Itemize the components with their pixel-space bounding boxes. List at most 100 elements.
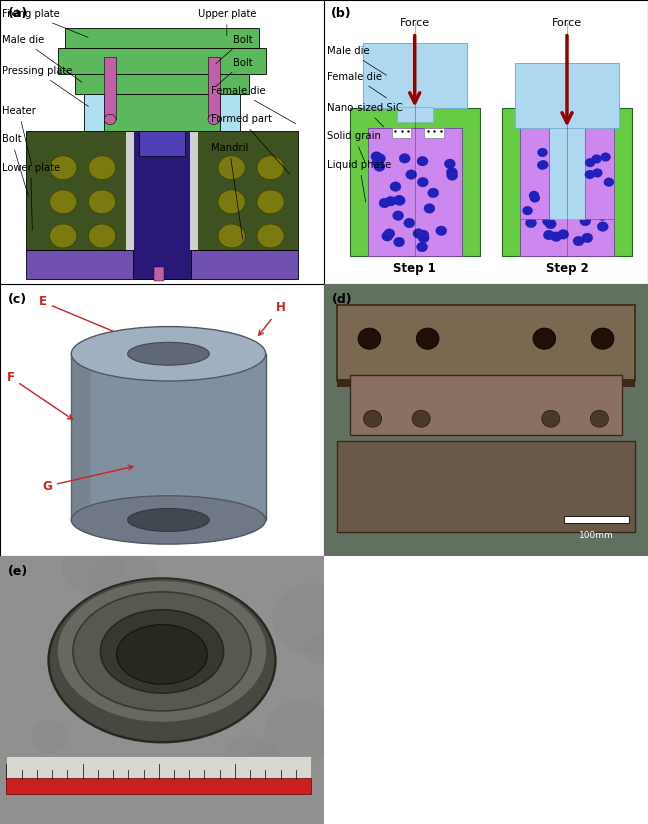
- Text: Female die: Female die: [327, 72, 386, 98]
- Circle shape: [62, 536, 124, 594]
- Bar: [350, 108, 480, 255]
- Polygon shape: [71, 339, 91, 520]
- Circle shape: [374, 162, 385, 171]
- Circle shape: [588, 189, 599, 199]
- Bar: [550, 128, 585, 219]
- Circle shape: [404, 218, 415, 228]
- Text: Heater: Heater: [1, 105, 36, 165]
- Bar: [337, 442, 635, 532]
- Text: Male die: Male die: [1, 35, 82, 82]
- Bar: [194, 131, 298, 250]
- Circle shape: [526, 174, 537, 183]
- Circle shape: [533, 328, 555, 349]
- Circle shape: [399, 153, 410, 163]
- Text: Step 2: Step 2: [546, 262, 588, 275]
- Circle shape: [553, 176, 564, 186]
- Bar: [520, 128, 614, 255]
- Text: Force: Force: [552, 18, 582, 29]
- Text: E: E: [39, 296, 127, 337]
- Ellipse shape: [57, 580, 267, 723]
- Circle shape: [591, 328, 614, 349]
- Circle shape: [601, 152, 611, 162]
- Circle shape: [272, 583, 350, 654]
- Text: Mandril: Mandril: [211, 143, 248, 239]
- Text: Fixing plate: Fixing plate: [1, 9, 88, 37]
- Circle shape: [592, 168, 603, 177]
- Bar: [208, 57, 220, 119]
- Circle shape: [446, 167, 457, 177]
- Circle shape: [208, 115, 220, 124]
- Text: Lower plate: Lower plate: [1, 162, 60, 231]
- Circle shape: [424, 204, 435, 213]
- Circle shape: [393, 195, 404, 205]
- Circle shape: [185, 631, 231, 673]
- Circle shape: [371, 152, 382, 162]
- Circle shape: [406, 170, 417, 180]
- Circle shape: [532, 205, 543, 215]
- Circle shape: [446, 171, 457, 180]
- Circle shape: [88, 156, 115, 180]
- Circle shape: [257, 190, 284, 213]
- Circle shape: [257, 224, 284, 248]
- Bar: [154, 267, 163, 282]
- Ellipse shape: [117, 625, 207, 684]
- Bar: [189, 131, 198, 250]
- Bar: [65, 29, 259, 49]
- Circle shape: [87, 551, 162, 620]
- Circle shape: [385, 196, 396, 206]
- Circle shape: [548, 194, 559, 204]
- Circle shape: [558, 230, 569, 239]
- Circle shape: [551, 232, 562, 241]
- Ellipse shape: [49, 578, 275, 742]
- Bar: [520, 128, 549, 219]
- Circle shape: [413, 228, 424, 238]
- Circle shape: [527, 173, 538, 183]
- Text: (c): (c): [8, 293, 27, 307]
- Circle shape: [49, 156, 76, 180]
- Text: Male die: Male die: [327, 46, 386, 75]
- Text: Liquid phase: Liquid phase: [327, 160, 391, 202]
- Text: G: G: [42, 466, 133, 493]
- Bar: [564, 517, 629, 523]
- Text: Upper plate: Upper plate: [198, 9, 256, 35]
- Circle shape: [163, 602, 194, 632]
- Circle shape: [542, 410, 560, 427]
- Circle shape: [435, 226, 446, 236]
- Circle shape: [526, 218, 537, 227]
- Ellipse shape: [71, 496, 266, 544]
- Circle shape: [379, 199, 390, 208]
- Bar: [350, 375, 622, 435]
- Bar: [424, 128, 444, 138]
- Circle shape: [593, 170, 604, 180]
- Bar: [584, 128, 614, 219]
- Circle shape: [394, 196, 405, 205]
- Bar: [128, 353, 209, 520]
- Circle shape: [590, 410, 608, 427]
- Circle shape: [257, 156, 284, 180]
- Bar: [397, 106, 432, 122]
- Ellipse shape: [73, 592, 251, 711]
- Circle shape: [88, 190, 115, 213]
- Circle shape: [544, 230, 555, 240]
- Circle shape: [218, 224, 245, 248]
- Text: Formed part: Formed part: [211, 115, 290, 174]
- Bar: [58, 49, 266, 74]
- Bar: [26, 250, 298, 279]
- Bar: [126, 131, 135, 250]
- Circle shape: [223, 735, 277, 785]
- Circle shape: [582, 233, 593, 243]
- Text: (a): (a): [8, 7, 29, 20]
- Bar: [139, 131, 185, 157]
- Bar: [84, 86, 240, 131]
- Circle shape: [557, 151, 568, 161]
- Circle shape: [550, 209, 561, 218]
- Circle shape: [104, 115, 116, 124]
- Circle shape: [417, 177, 428, 187]
- Circle shape: [580, 216, 591, 226]
- Circle shape: [585, 158, 596, 167]
- Circle shape: [393, 211, 404, 221]
- Circle shape: [545, 219, 556, 229]
- Bar: [502, 108, 632, 255]
- Circle shape: [218, 190, 245, 213]
- Text: Bolt: Bolt: [1, 134, 29, 196]
